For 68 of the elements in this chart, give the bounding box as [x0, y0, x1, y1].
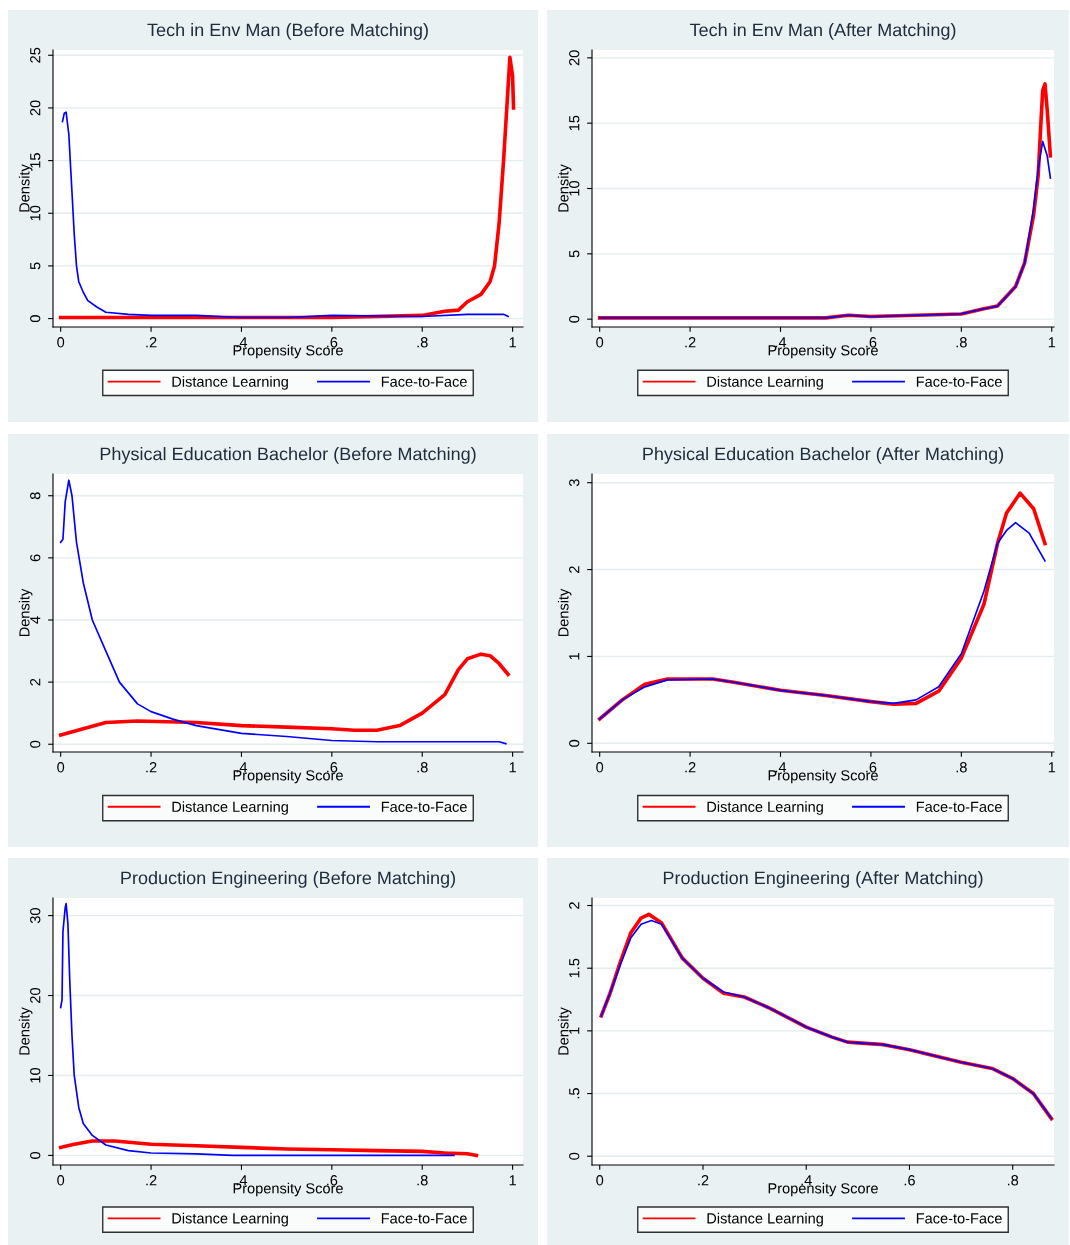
y-tick-label: 0 [569, 1152, 580, 1160]
x-tick-label: 0 [596, 1175, 604, 1186]
x-tick-label: 0 [596, 337, 604, 348]
chart-title: Tech in Env Man (After Matching) [689, 23, 956, 40]
y-tick-label: 25 [30, 47, 41, 63]
y-tick-label: 6 [30, 554, 41, 562]
y-tick-label: 5 [569, 250, 580, 258]
y-tick-label: .5 [569, 1088, 580, 1099]
y-tick-label: 15 [569, 115, 580, 131]
x-tick-label: 1 [509, 1175, 516, 1186]
x-tick-label: .2 [146, 1175, 157, 1186]
y-tick-label: 2 [569, 566, 580, 573]
y-tick-label: 2 [569, 902, 580, 909]
x-tick-label: .8 [956, 762, 967, 773]
y-axis-title: Density [18, 1007, 33, 1055]
x-tick-label: .2 [698, 1175, 709, 1186]
legend-label: Distance Learning [172, 1212, 288, 1227]
y-tick-label: 0 [30, 1151, 41, 1159]
y-tick-label: 8 [30, 492, 41, 500]
x-tick-label: .2 [146, 762, 157, 773]
y-tick-label: 10 [30, 1067, 41, 1083]
y-tick-label: 30 [30, 908, 41, 924]
legend-label: Face-to-Face [916, 801, 1002, 812]
y-tick-label: 20 [30, 987, 41, 1003]
x-tick-label: 1 [1048, 337, 1056, 348]
x-tick-label: .8 [1007, 1175, 1019, 1186]
y-tick-label: 2 [30, 678, 41, 686]
y-tick-label: 3 [569, 479, 580, 487]
legend-label: Face-to-Face [381, 376, 467, 387]
legend-label: Distance Learning [707, 801, 823, 815]
x-tick-label: .2 [685, 762, 696, 773]
y-tick-label: 20 [569, 50, 580, 66]
x-tick-label: .8 [417, 1175, 428, 1186]
x-tick-label: 0 [57, 337, 65, 348]
y-tick-label: 0 [30, 740, 41, 748]
x-tick-label: 0 [57, 1175, 65, 1186]
y-axis-title: Density [557, 588, 572, 637]
y-tick-label: 1 [569, 653, 580, 660]
legend-label: Face-to-Face [916, 376, 1002, 387]
y-tick-label: 0 [30, 315, 41, 323]
y-tick-label: 0 [569, 739, 580, 747]
y-tick-label: 1.5 [569, 958, 580, 978]
legend-label: Distance Learning [707, 376, 823, 390]
legend-label: Face-to-Face [916, 1213, 1002, 1224]
x-tick-label: 1 [509, 337, 516, 348]
chart-title: Physical Education Bachelor (Before Matching) [100, 447, 476, 464]
x-tick-label: 1 [509, 762, 516, 773]
y-tick-label: 5 [30, 262, 41, 270]
chart-title: Physical Education Bachelor (After Matching) [643, 447, 1004, 464]
x-tick-label: 1 [1048, 762, 1056, 773]
x-tick-label: 0 [596, 762, 604, 773]
legend-label: Distance Learning [172, 376, 288, 390]
chart-title: Tech in Env Man (Before Matching) [147, 23, 428, 40]
x-tick-label: .8 [956, 337, 967, 348]
y-tick-label: 0 [569, 315, 580, 323]
x-tick-label: .8 [417, 762, 428, 773]
x-tick-label: .2 [146, 337, 157, 348]
chart-title: Production Engineering (Before Matching) [121, 871, 455, 888]
legend-label: Distance Learning [707, 1212, 823, 1227]
x-tick-label: 0 [57, 762, 65, 773]
x-tick-label: .8 [417, 337, 428, 348]
x-tick-label: .6 [904, 1175, 915, 1186]
legend-label: Distance Learning [172, 801, 288, 815]
chart-title: Production Engineering (After Matching) [663, 871, 983, 888]
x-tick-label: .2 [685, 337, 696, 348]
legend-label: Face-to-Face [381, 801, 467, 812]
legend-label: Face-to-Face [381, 1213, 467, 1224]
y-tick-label: 20 [30, 100, 41, 116]
